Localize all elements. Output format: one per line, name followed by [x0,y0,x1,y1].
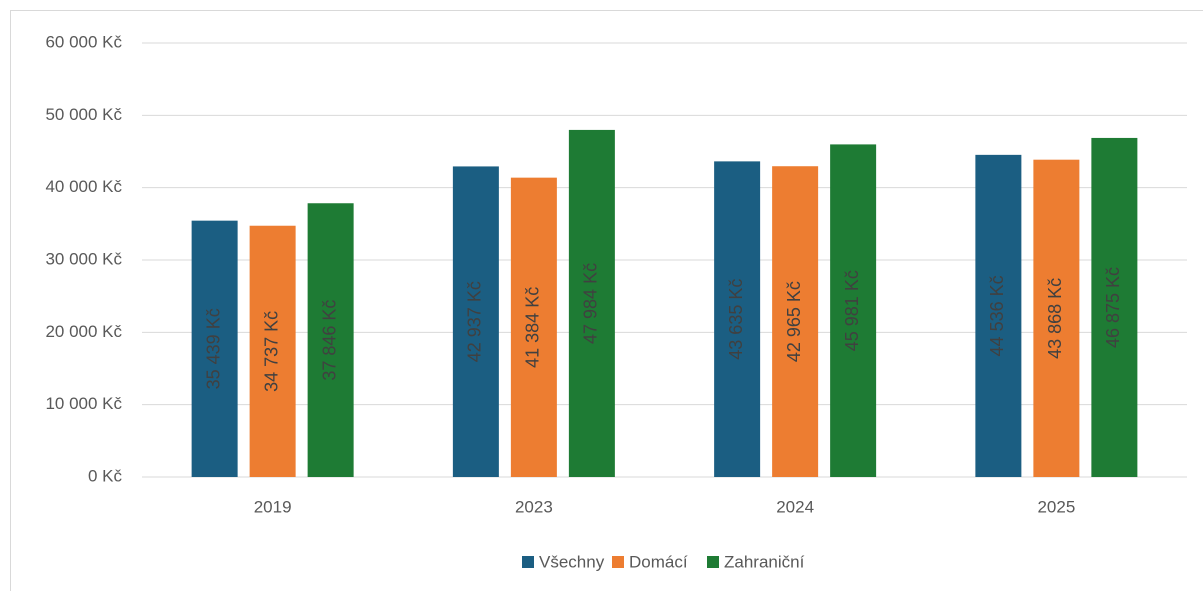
y-tick-label: 20 000 Kč [45,322,122,341]
value-label: 34 737 Kč [261,311,281,392]
bar [975,154,1022,477]
value-label: 42 937 Kč [465,281,485,362]
x-tick-label: 2023 [515,497,553,516]
value-label: 41 384 Kč [523,287,543,368]
bar [772,166,819,477]
value-label: 43 868 Kč [1045,278,1065,359]
value-label: 37 846 Kč [319,300,339,381]
y-tick-label: 30 000 Kč [45,249,122,268]
legend-label: Zahraniční [724,552,805,571]
legend-swatch [612,556,624,568]
bar [510,177,557,477]
bar [568,129,615,478]
value-label: 44 536 Kč [987,275,1007,356]
value-label: 46 875 Kč [1103,267,1123,348]
bar [1033,159,1080,477]
bar [452,166,499,477]
legend-label: Všechny [539,552,605,571]
y-tick-label: 0 Kč [88,466,123,485]
legend-swatch [707,556,719,568]
bar [249,225,296,477]
value-label: 45 981 Kč [842,270,862,351]
bar [307,203,354,478]
value-label: 35 439 Kč [203,308,223,389]
value-label: 43 635 Kč [726,279,746,360]
bar [830,144,877,477]
legend-label: Domácí [629,552,688,571]
x-tick-label: 2025 [1037,497,1075,516]
x-tick-label: 2019 [254,497,292,516]
y-tick-label: 10 000 Kč [45,394,122,413]
y-tick-label: 50 000 Kč [45,105,122,124]
y-tick-label: 60 000 Kč [45,32,122,51]
bar [714,161,761,477]
chart-frame [10,10,1203,591]
value-label: 47 984 Kč [581,263,601,344]
x-tick-label: 2024 [776,497,814,516]
bar [1091,137,1138,477]
bar [191,220,238,477]
value-label: 42 965 Kč [784,281,804,362]
legend-swatch [522,556,534,568]
y-tick-label: 40 000 Kč [45,177,122,196]
